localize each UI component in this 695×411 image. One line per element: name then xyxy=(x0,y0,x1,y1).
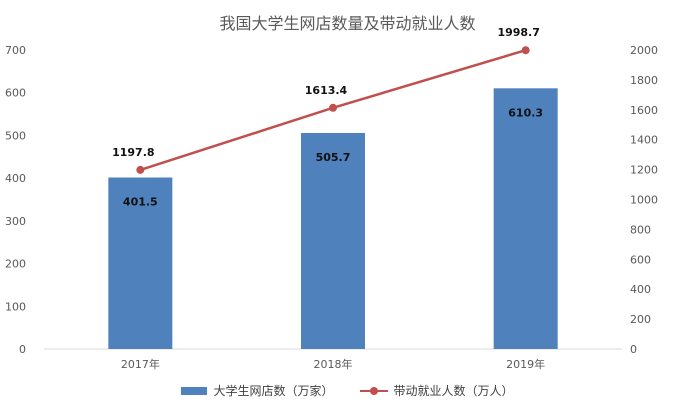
x-tick-label: 2017年 xyxy=(121,357,160,371)
y-left-tick-label: 300 xyxy=(5,215,26,228)
legend-bar-swatch xyxy=(181,386,208,395)
y-right-tick-label: 400 xyxy=(630,283,651,296)
y-right-tick-label: 1200 xyxy=(630,164,658,177)
y-right-tick-label: 2000 xyxy=(630,44,658,57)
x-tick-label: 2019年 xyxy=(506,357,545,371)
y-right-tick-label: 0 xyxy=(630,343,637,356)
legend: 大学生网店数（万家） 带动就业人数（万人） xyxy=(0,382,695,399)
legend-line-swatch xyxy=(359,386,388,396)
x-tick-label: 2018年 xyxy=(314,357,353,371)
y-left-tick-label: 100 xyxy=(5,300,26,313)
y-left-tick-label: 600 xyxy=(5,87,26,100)
y-left-tick-label: 700 xyxy=(5,44,26,57)
chart-title: 我国大学生网店数量及带动就业人数 xyxy=(219,14,476,33)
y-right-tick-label: 800 xyxy=(630,223,651,236)
line-point xyxy=(329,103,337,112)
legend-label-line: 带动就业人数（万人） xyxy=(393,384,514,398)
y-right-tick-label: 200 xyxy=(630,313,651,326)
bar xyxy=(301,132,365,349)
bar xyxy=(108,177,173,349)
y-right-tick-label: 600 xyxy=(630,253,651,266)
line-data-label: 1998.7 xyxy=(497,26,539,39)
bar-data-label: 505.7 xyxy=(316,151,351,164)
y-left-tick-label: 400 xyxy=(5,172,26,185)
line-data-label: 1197.8 xyxy=(112,146,154,159)
y-right-tick-label: 1600 xyxy=(630,104,658,117)
line-point xyxy=(521,46,530,55)
y-right-tick-label: 1800 xyxy=(630,74,658,87)
bar-data-label: 610.3 xyxy=(508,106,543,119)
y-right-tick-label: 1400 xyxy=(630,134,658,147)
line-data-label: 1613.4 xyxy=(305,84,348,97)
bar xyxy=(493,88,558,350)
y-left-tick-label: 200 xyxy=(5,258,26,271)
y-right-tick-label: 1000 xyxy=(630,194,658,207)
y-left-tick-label: 0 xyxy=(19,343,26,356)
bar-data-label: 401.5 xyxy=(123,196,158,209)
line-point xyxy=(136,165,145,174)
legend-item-line: 带动就业人数（万人） xyxy=(359,382,514,399)
legend-item-bar: 大学生网店数（万家） xyxy=(181,382,334,399)
y-left-tick-label: 500 xyxy=(5,129,26,142)
legend-label-bar: 大学生网店数（万家） xyxy=(213,384,334,398)
